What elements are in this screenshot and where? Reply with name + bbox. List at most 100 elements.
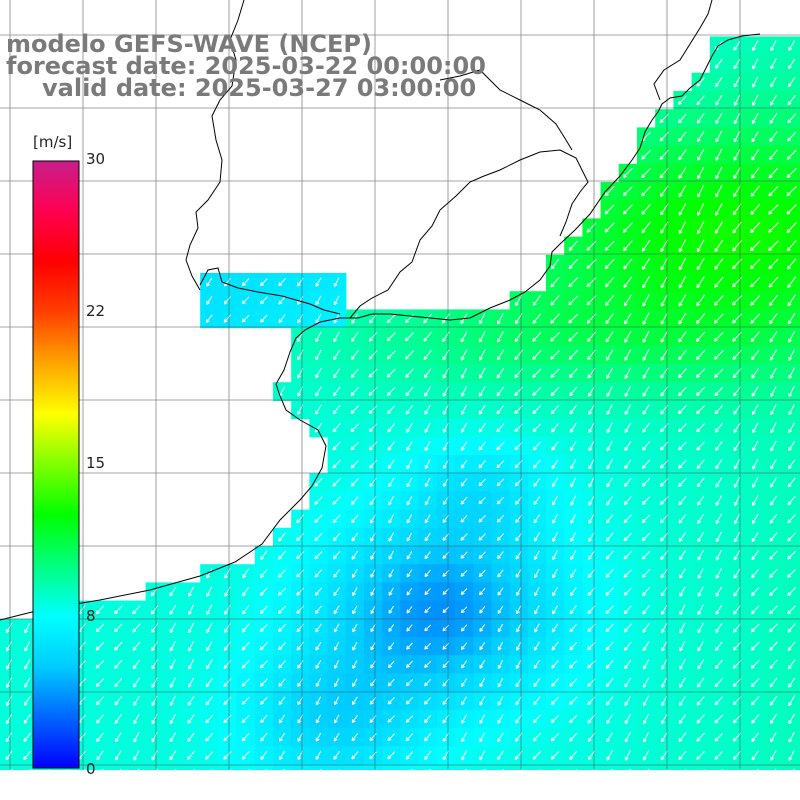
wind-arrow [352, 678, 358, 687]
wind-arrow [351, 714, 358, 724]
wind-arrow [624, 349, 632, 361]
wind-arrow [714, 750, 724, 760]
wind-arrow [586, 240, 597, 251]
wind-arrow [696, 313, 706, 325]
wind-arrow [314, 477, 323, 487]
wind-arrow [205, 677, 213, 688]
wind-arrow [315, 349, 322, 361]
wind-arrow [788, 40, 796, 51]
wind-arrow [569, 422, 577, 433]
wind-arrow [259, 660, 268, 669]
wind-cell [710, 783, 729, 800]
wind-arrow [521, 769, 523, 770]
wind-arrow [642, 586, 650, 597]
wind-arrow [205, 659, 213, 670]
wind-arrow [606, 385, 613, 397]
wind-arrow [568, 258, 578, 270]
wind-cell [637, 783, 656, 800]
wind-arrow [442, 404, 449, 415]
wind-arrow [497, 659, 504, 669]
wind-arrow [769, 587, 778, 596]
wind-arrow [679, 640, 686, 652]
wind-arrow [241, 641, 250, 651]
wind-arrow [386, 368, 396, 378]
wind-arrow [715, 148, 723, 161]
wind-arrow [768, 276, 779, 288]
wind-cell [164, 783, 183, 800]
wind-arrow [223, 296, 232, 305]
wind-arrow [301, 768, 304, 770]
wind-arrow [296, 532, 305, 542]
wind-arrow [605, 659, 614, 669]
wind-arrow [206, 604, 213, 615]
wind-arrow [771, 787, 776, 797]
wind-arrow [497, 587, 504, 596]
wind-arrow [241, 714, 250, 724]
wind-arrow [24, 788, 32, 796]
wind-arrow [606, 349, 614, 361]
wind-arrow [733, 750, 742, 760]
wind-arrow [386, 386, 396, 396]
wind-arrow [786, 204, 797, 215]
wind-cell [655, 764, 674, 770]
wind-arrow [557, 769, 560, 770]
wind-arrow [114, 714, 122, 724]
wind-arrow [497, 714, 504, 724]
wind-arrow [552, 532, 558, 542]
wind-arrow [315, 641, 322, 651]
wind-arrow [370, 623, 376, 633]
wind-arrow [332, 441, 341, 451]
wind-arrow [515, 696, 522, 706]
wind-arrow [516, 623, 522, 633]
wind-arrow [715, 130, 723, 143]
wind-cell [692, 783, 711, 800]
wind-arrow [750, 258, 761, 270]
wind-arrow [623, 587, 632, 596]
wind-arrow [623, 605, 632, 615]
wind-arrow [606, 514, 614, 524]
wind-arrow [569, 605, 577, 615]
wind-arrow [405, 350, 414, 360]
wind-arrow [661, 604, 668, 615]
wind-cell [491, 783, 510, 800]
wind-arrow [424, 569, 431, 578]
wind-arrow [569, 732, 578, 742]
wind-arrow [533, 532, 540, 542]
wind-arrow [260, 278, 268, 287]
wind-arrow [387, 697, 395, 705]
wind-arrow [586, 222, 597, 233]
wind-arrow [787, 623, 796, 633]
wind-arrow [187, 695, 195, 706]
wind-arrow [351, 550, 359, 560]
wind-arrow [406, 422, 413, 433]
wind-arrow [496, 349, 505, 361]
wind-arrow [568, 295, 579, 306]
wind-arrow [733, 148, 741, 161]
wind-cell [691, 764, 711, 770]
river-plate-shore [199, 267, 341, 315]
wind-arrow [169, 695, 176, 706]
wind-arrow [788, 367, 795, 379]
wind-arrow [786, 222, 797, 233]
wind-arrow [423, 331, 432, 342]
wind-arrow [369, 788, 376, 795]
wind-arrow [334, 678, 340, 687]
wind-arrow [460, 533, 468, 541]
wind-arrow [769, 532, 778, 542]
wind-arrow [260, 314, 268, 323]
wind-arrow [406, 495, 413, 506]
wind-arrow [60, 788, 67, 796]
wind-arrow [714, 386, 724, 397]
wind-arrow [314, 551, 323, 560]
wind-arrow [539, 769, 541, 770]
wind-arrow [587, 750, 596, 761]
wind-cell [783, 783, 800, 800]
wind-arrow [588, 422, 595, 434]
wind-arrow [605, 677, 614, 688]
wind-arrow [24, 640, 31, 652]
wind-arrow [606, 495, 614, 506]
wind-arrow [660, 568, 668, 579]
wind-arrow [478, 533, 486, 541]
wind-arrow [641, 532, 651, 542]
wind-arrow [169, 732, 177, 743]
